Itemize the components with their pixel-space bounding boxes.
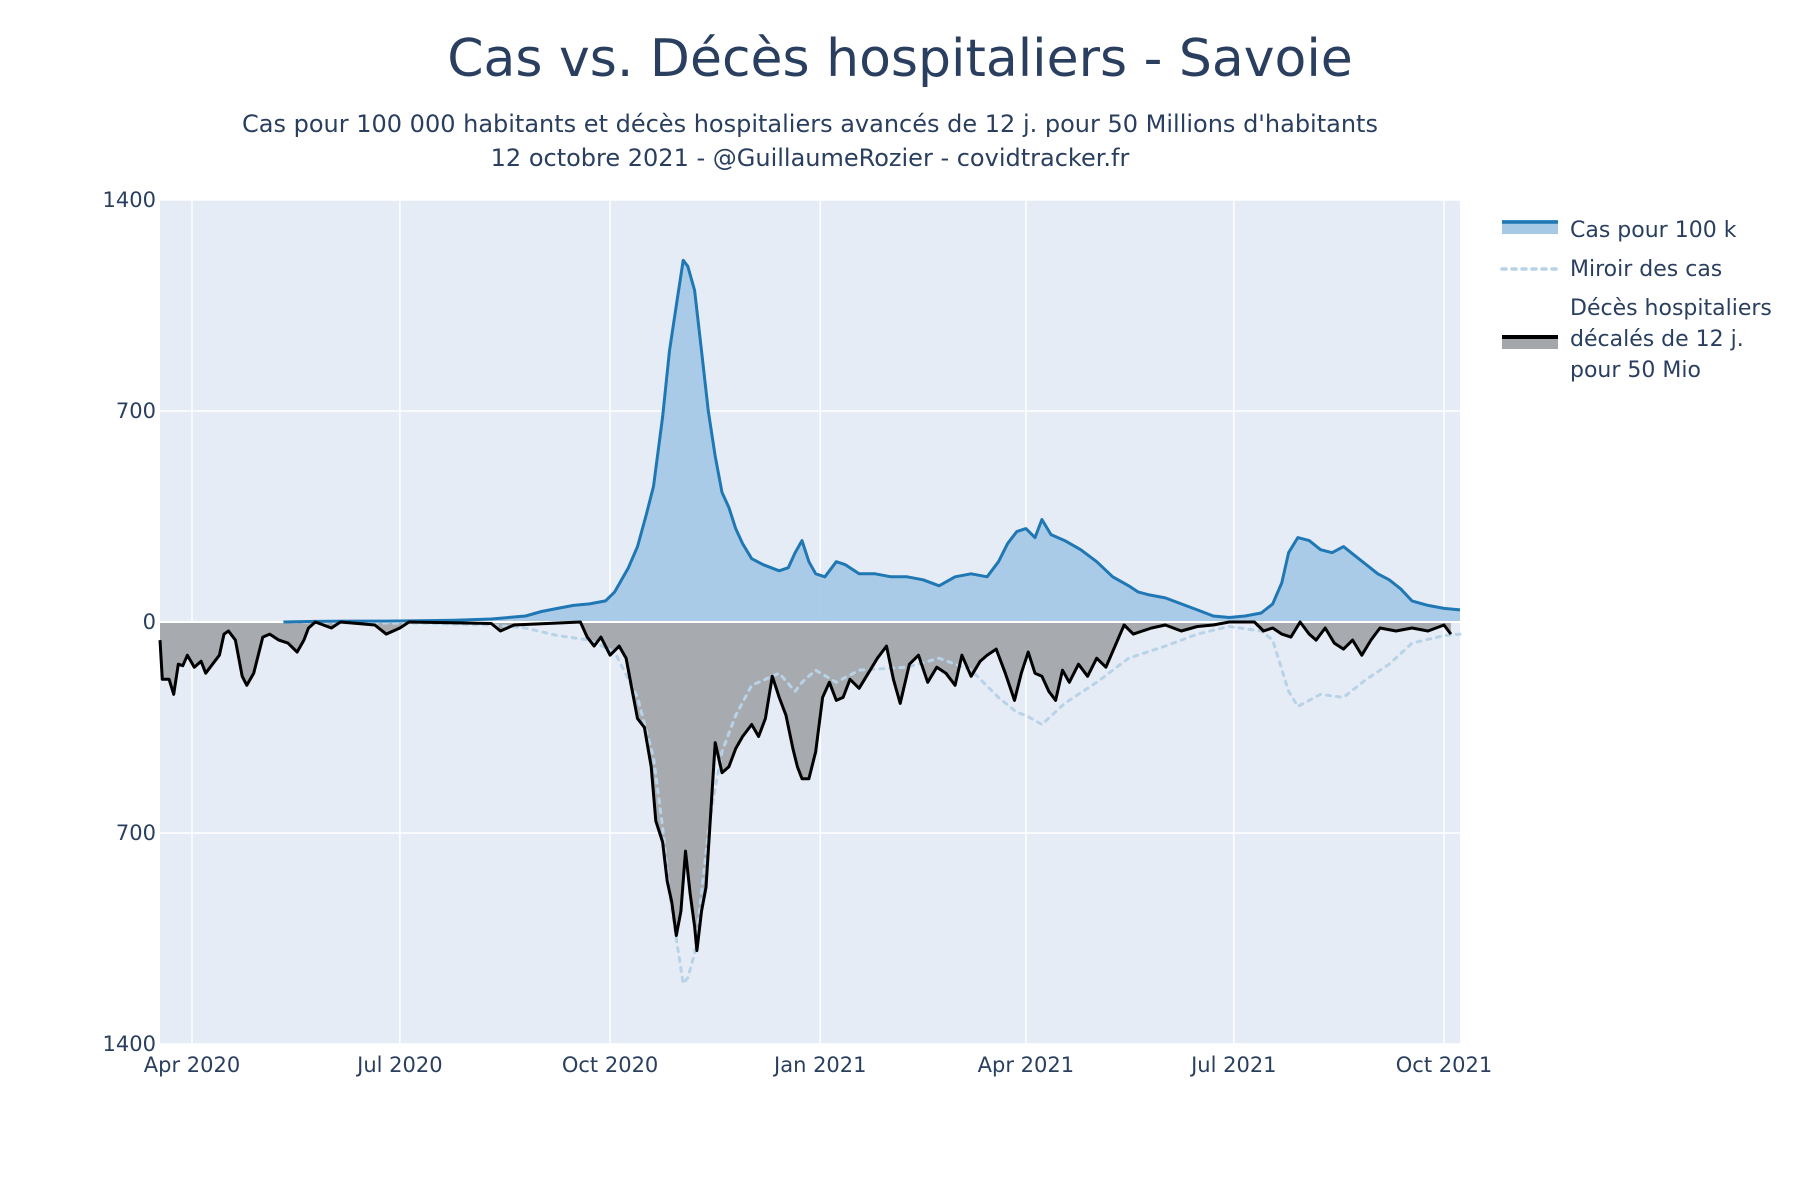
legend-label-mirror: Miroir des cas (1570, 257, 1722, 282)
y-tick-label: 0 (143, 610, 156, 634)
area-layer (160, 260, 1460, 951)
legend: Cas pour 100 k Miroir des cas Décès hospit… (1500, 218, 1772, 383)
x-tick-label: Oct 2021 (1396, 1053, 1492, 1077)
legend-label-cases: Cas pour 100 k (1570, 218, 1737, 243)
x-tick-label: Jul 2021 (1189, 1053, 1276, 1077)
chart-subtitle-line-2: 12 octobre 2021 - @GuillaumeRozier - cov… (491, 144, 1130, 172)
y-tick-label: 1400 (103, 188, 156, 212)
x-tick-label: Apr 2020 (144, 1053, 240, 1077)
cases-line (283, 258, 1461, 624)
cases-area (283, 260, 1460, 622)
x-tick-label: Jan 2021 (772, 1053, 867, 1077)
x-tick-label: Oct 2020 (562, 1053, 658, 1077)
x-tick-label: Apr 2021 (978, 1053, 1074, 1077)
y-tick-label: 1400 (103, 1032, 156, 1056)
deaths-area (160, 622, 1451, 951)
y-tick-label: 700 (116, 399, 156, 423)
legend-label-deaths-line: pour 50 Mio (1570, 358, 1701, 383)
line-layer (158, 258, 1462, 988)
deaths-line (158, 620, 1453, 953)
mirror-line (281, 620, 1462, 988)
y-tick-label: 700 (116, 821, 156, 845)
chart-title: Cas vs. Décès hospitaliers - Savoie (447, 29, 1353, 89)
x-tick-label: Jul 2020 (355, 1053, 442, 1077)
legend-label-deaths-line: décalés de 12 j. (1570, 327, 1744, 352)
legend-label-deaths-line: Décès hospitaliers (1570, 296, 1772, 321)
chart-subtitle-line-1: Cas pour 100 000 habitants et décès hosp… (242, 110, 1378, 138)
legend-label-deaths: Décès hospitaliers décalés de 12 j. pour 5… (1570, 296, 1772, 383)
